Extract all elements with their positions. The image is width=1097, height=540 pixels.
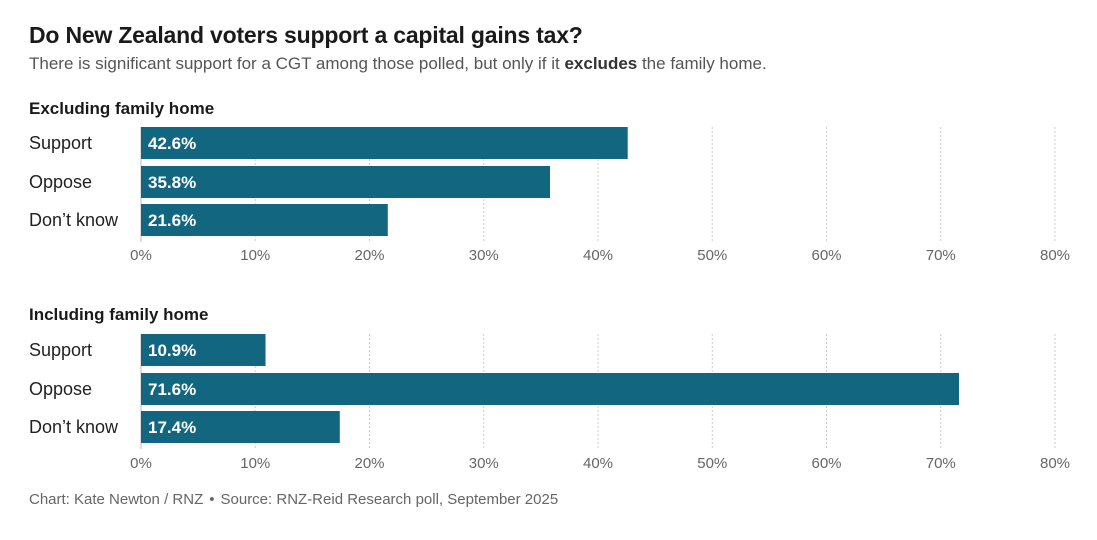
bar	[141, 373, 960, 405]
x-tick-label: 60%	[811, 247, 841, 264]
chart-subtitle: There is significant support for a CGT a…	[29, 54, 767, 74]
x-tick-label: 10%	[240, 247, 270, 264]
x-tick-label: 50%	[697, 247, 727, 264]
category-label: Don’t know	[29, 417, 119, 437]
x-tick-label: 10%	[240, 455, 270, 472]
subtitle-text-start: There is significant support for a CGT a…	[29, 54, 565, 73]
value-label: 71.6%	[148, 380, 196, 399]
bar	[141, 411, 340, 443]
value-label: 10.9%	[148, 341, 196, 360]
x-tick-label: 40%	[583, 455, 613, 472]
x-tick-label: 20%	[354, 455, 384, 472]
x-tick-label: 50%	[697, 455, 727, 472]
category-label: Oppose	[29, 379, 92, 399]
value-label: 35.8%	[148, 173, 196, 192]
x-tick-label: 20%	[354, 247, 384, 264]
category-label: Support	[29, 133, 92, 153]
bar	[141, 204, 388, 236]
bar	[141, 334, 266, 366]
panel-title: Excluding family home	[29, 99, 214, 118]
value-label: 42.6%	[148, 134, 196, 153]
x-tick-label: 70%	[926, 455, 956, 472]
x-tick-label: 70%	[926, 247, 956, 264]
chart-footer: Chart: Kate Newton / RNZ • Source: RNZ-Rei…	[29, 491, 558, 508]
value-label: 17.4%	[148, 418, 196, 437]
x-tick-label: 40%	[583, 247, 613, 264]
x-tick-label: 0%	[130, 247, 152, 264]
footer-separator: •	[209, 491, 215, 508]
subtitle-text-end: the family home.	[637, 54, 767, 73]
chart-source: Source: RNZ-Reid Research poll, Septembe…	[220, 491, 559, 508]
x-tick-label: 80%	[1040, 455, 1070, 472]
x-tick-label: 30%	[469, 455, 499, 472]
x-tick-label: 30%	[469, 247, 499, 264]
subtitle-emphasis: excludes	[564, 54, 638, 73]
category-label: Oppose	[29, 172, 92, 192]
value-label: 21.6%	[148, 211, 196, 230]
bar	[141, 166, 551, 198]
bar	[141, 127, 628, 159]
category-label: Support	[29, 340, 92, 360]
panel-title: Including family home	[29, 305, 208, 324]
x-tick-label: 0%	[130, 455, 152, 472]
x-tick-label: 60%	[811, 455, 841, 472]
chart-credit: Chart: Kate Newton / RNZ	[29, 491, 204, 508]
x-tick-label: 80%	[1040, 247, 1070, 264]
chart-title: Do New Zealand voters support a capital …	[29, 22, 583, 48]
category-label: Don’t know	[29, 210, 119, 230]
